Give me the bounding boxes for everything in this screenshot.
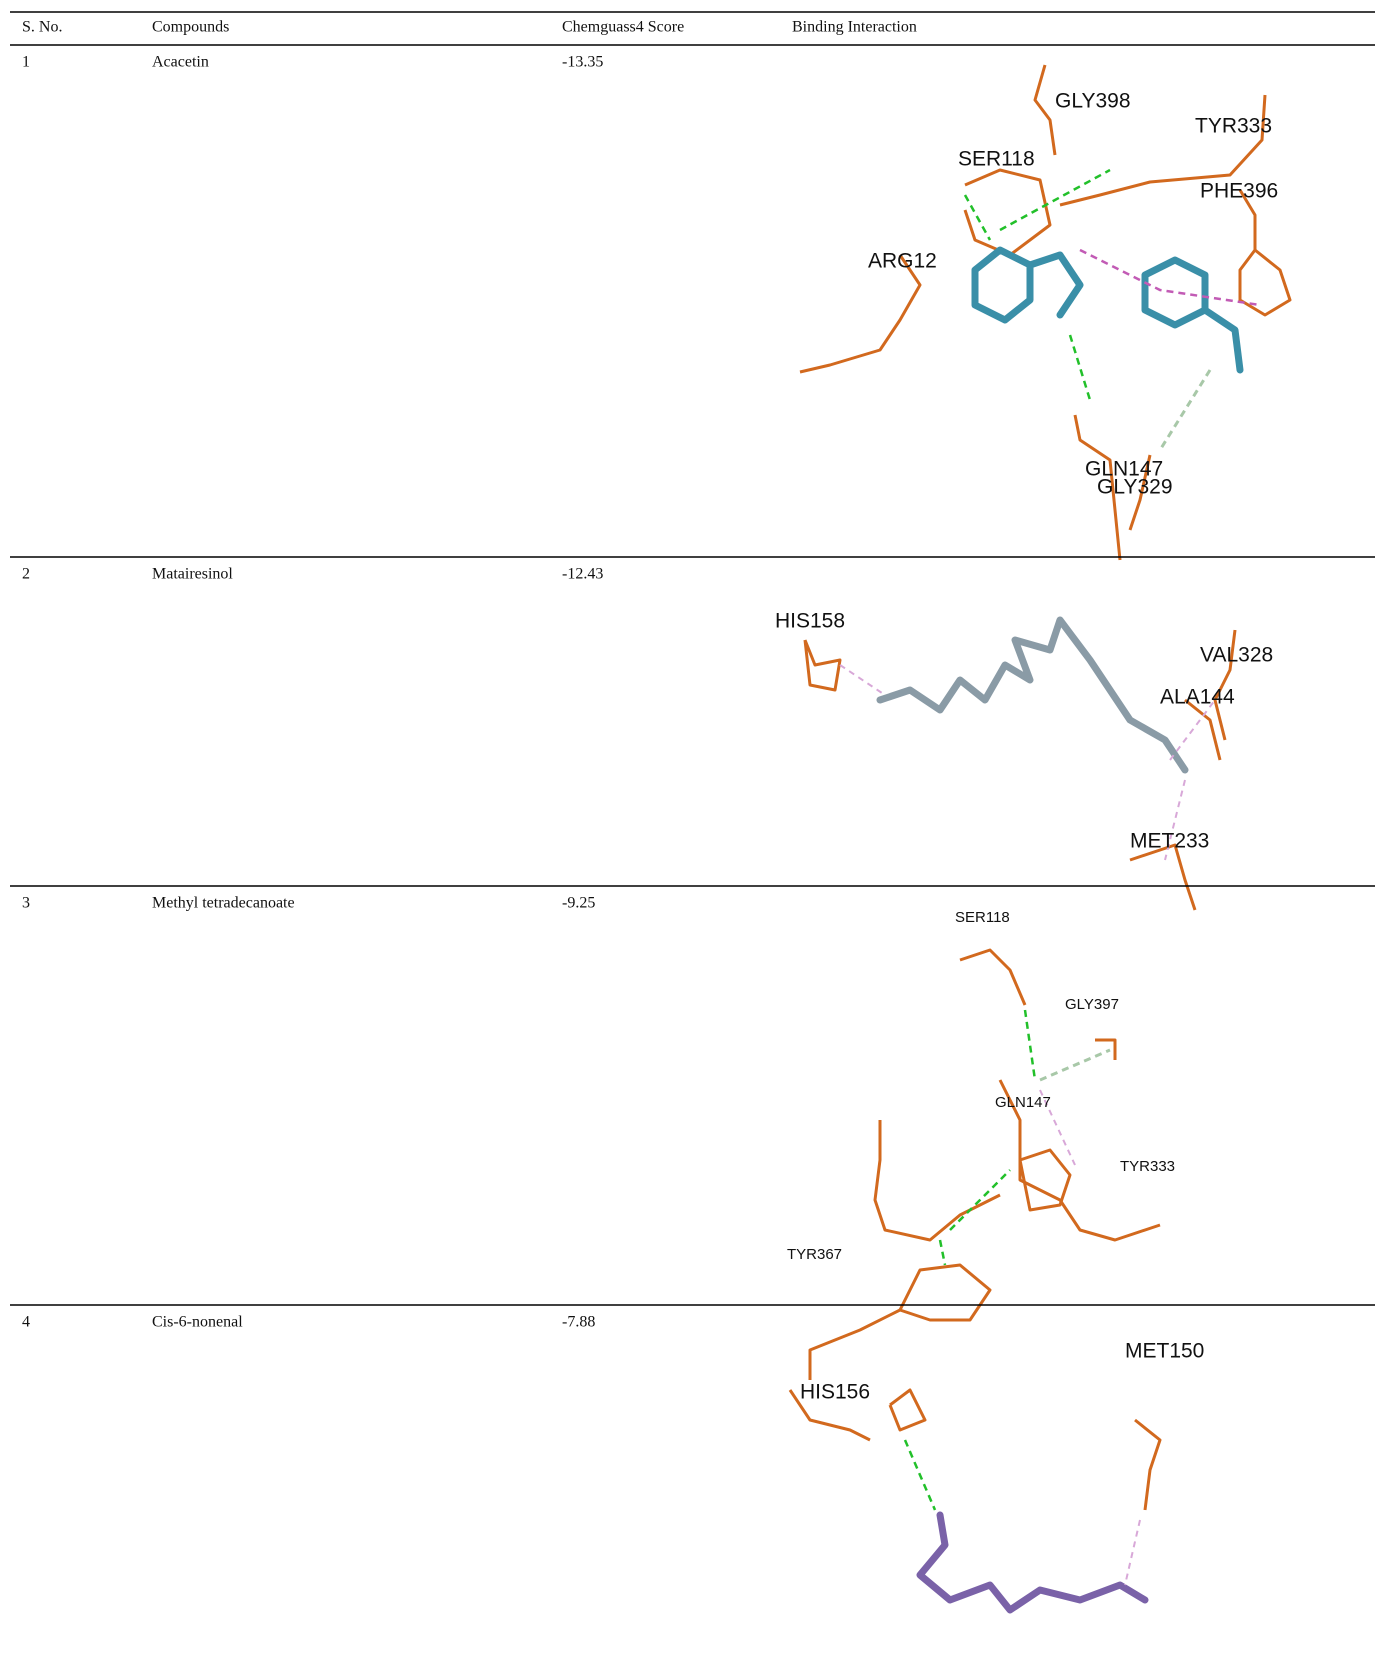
compound-name: Cis-6-nonenal [152, 1314, 243, 1331]
molecule-image [810, 950, 1160, 1380]
column-header: Compounds [152, 19, 229, 36]
compound-name: Methyl tetradecanoate [152, 895, 295, 912]
residue-label: PHE396 [1200, 180, 1278, 203]
column-header: Chemguass4 Score [562, 19, 684, 36]
residue-label: GLN147 [995, 1094, 1051, 1111]
serial-number: 2 [22, 566, 30, 583]
score: -12.43 [562, 566, 603, 583]
score: -9.25 [562, 895, 595, 912]
column-header: Binding Interaction [792, 19, 917, 36]
compound-name: Acacetin [152, 54, 209, 71]
page: {"table": { "header": ["S. No.", "Compou… [0, 0, 1381, 1658]
residue-label: GLY329 [1097, 476, 1173, 499]
score: -7.88 [562, 1314, 595, 1331]
serial-number: 4 [22, 1314, 30, 1331]
score: -13.35 [562, 54, 603, 71]
residue-label: SER118 [955, 909, 1010, 926]
residue-label: HIS156 [800, 1381, 870, 1404]
molecule-image [805, 620, 1235, 910]
residue-label: ARG12 [868, 250, 937, 273]
residue-label: TYR367 [787, 1246, 842, 1263]
residue-label: MET233 [1130, 830, 1209, 853]
serial-number: 1 [22, 54, 30, 71]
residue-label: ALA144 [1160, 686, 1235, 709]
residue-label: VAL328 [1200, 644, 1273, 667]
residue-label: HIS158 [775, 610, 845, 633]
molecule-image [800, 65, 1290, 560]
column-header: S. No. [22, 19, 62, 36]
residue-label: SER118 [958, 148, 1035, 171]
serial-number: 3 [22, 895, 30, 912]
molecule-image [790, 1390, 1160, 1610]
residue-label: TYR333 [1120, 1158, 1175, 1175]
residue-label: MET150 [1125, 1340, 1204, 1363]
table: S. No. Compounds Chemguass4 Score Binding I… [0, 0, 1381, 1658]
residue-label: GLY397 [1065, 996, 1119, 1013]
residue-label: TYR333 [1195, 115, 1272, 138]
compound-name: Matairesinol [152, 566, 233, 583]
residue-label: GLY398 [1055, 90, 1131, 113]
